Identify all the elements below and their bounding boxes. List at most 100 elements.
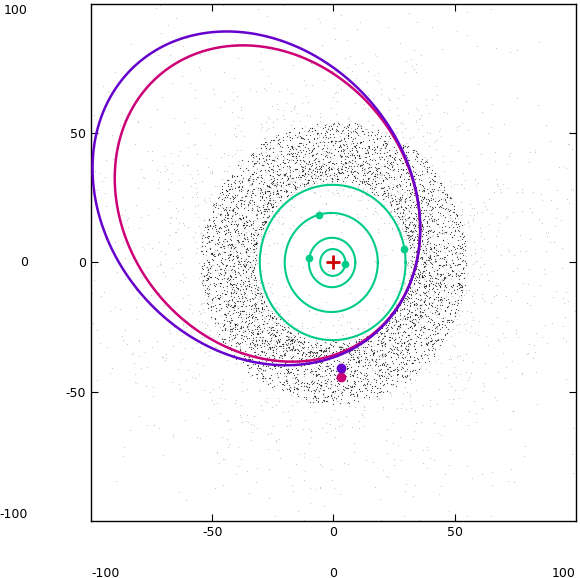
Point [318,159,327,168]
Point [276,309,285,318]
Point [316,483,325,492]
Point [271,435,281,444]
Point [133,379,142,388]
Point [351,357,361,366]
Point [397,212,406,221]
Point [263,336,272,345]
Point [244,272,253,281]
Point [63,179,72,188]
Point [416,170,425,179]
Point [235,214,245,223]
Point [393,371,402,380]
Point [286,335,295,344]
Point [263,186,273,195]
Point [455,235,465,244]
Point [372,190,381,199]
Point [416,195,426,205]
Point [243,236,252,246]
Point [256,148,266,157]
Point [260,138,269,147]
Point [285,133,295,142]
Point [415,114,424,123]
Point [326,164,335,173]
Point [393,328,403,337]
Point [435,281,444,290]
Point [325,346,334,355]
Point [205,35,214,44]
Point [254,354,263,363]
Point [277,212,287,221]
Point [238,325,248,335]
Point [318,385,328,394]
Point [386,366,396,376]
Point [316,358,325,368]
Point [166,148,175,157]
Point [259,217,269,227]
Point [63,231,72,240]
Point [209,199,219,209]
Point [430,280,439,289]
Point [353,210,362,219]
Point [491,232,500,241]
Point [248,339,258,348]
Point [343,183,353,192]
Point [433,318,443,328]
Point [220,320,230,329]
Point [387,246,397,255]
Point [273,179,282,188]
Point [269,318,278,327]
Point [397,184,407,194]
Point [353,213,362,222]
Point [430,335,440,344]
Point [191,209,200,218]
Point [280,346,289,355]
Point [95,338,104,347]
Point [247,169,256,179]
Point [437,245,446,254]
Point [524,340,534,349]
Point [419,266,428,276]
Point [327,136,336,146]
Point [212,181,222,191]
Point [187,173,197,182]
Point [307,367,316,376]
Point [282,191,292,200]
Point [380,379,389,388]
Point [84,258,93,267]
Point [407,217,416,227]
Point [336,158,346,168]
Point [326,129,335,138]
Point [231,395,241,405]
Point [198,241,207,250]
Point [417,211,426,220]
Point [454,121,463,130]
Point [415,242,424,251]
Point [251,312,260,321]
Point [442,190,451,199]
Point [473,179,483,188]
Point [324,361,333,370]
Point [314,351,324,360]
Point [199,332,208,342]
Point [369,345,378,354]
Point [336,165,345,174]
Point [342,153,351,162]
Point [93,376,102,385]
Point [243,185,252,194]
Point [354,358,364,367]
Point [416,363,425,372]
Point [227,242,236,251]
Point [45,232,55,242]
Point [248,220,258,229]
Point [322,150,332,160]
Point [137,272,147,281]
Point [223,416,233,425]
Point [147,155,157,164]
Point [231,242,241,251]
Point [222,297,231,306]
Point [321,198,331,208]
Point [403,366,412,376]
Point [412,265,421,274]
Point [250,353,259,362]
Point [257,332,266,342]
